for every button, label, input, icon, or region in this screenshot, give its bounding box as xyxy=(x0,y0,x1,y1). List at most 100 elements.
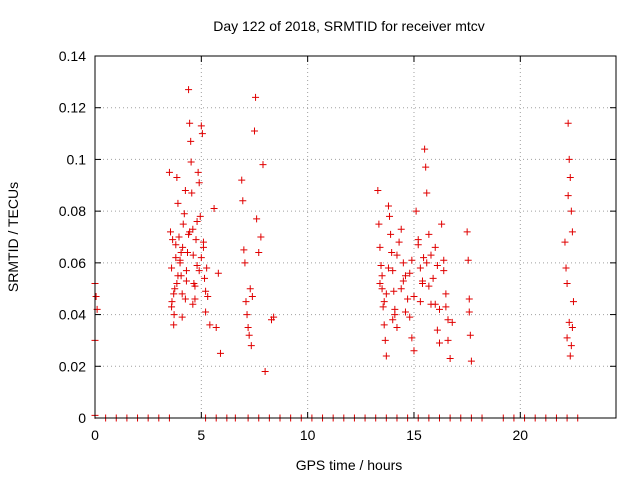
data-point xyxy=(253,215,261,223)
tick-labels: 0 0.02 0.04 0.06 0.08 0.1 0.12 0.14 0 5 10 15 20 xyxy=(59,48,529,443)
data-point xyxy=(195,179,203,187)
data-point xyxy=(395,238,403,246)
data-point xyxy=(431,243,439,251)
data-point xyxy=(423,189,431,197)
data-point xyxy=(250,127,258,135)
data-point xyxy=(192,236,200,244)
data-point xyxy=(442,290,450,298)
data-point xyxy=(389,316,397,324)
data-point xyxy=(564,119,572,127)
data-point xyxy=(186,119,194,127)
x-tick-label: 0 xyxy=(91,427,99,443)
data-point xyxy=(204,292,212,300)
data-point xyxy=(438,220,446,228)
data-point xyxy=(466,331,474,339)
data-point xyxy=(427,300,435,308)
data-point xyxy=(216,349,224,357)
data-point xyxy=(386,212,394,220)
data-point xyxy=(199,238,207,246)
data-point xyxy=(465,308,473,316)
data-point xyxy=(197,254,205,262)
data-point xyxy=(180,210,188,218)
y-tick-label: 0 xyxy=(78,410,86,426)
data-point xyxy=(380,298,388,306)
data-point xyxy=(193,217,201,225)
data-point xyxy=(165,168,173,176)
data-point xyxy=(448,318,456,326)
data-point xyxy=(198,130,206,138)
data-point xyxy=(391,311,399,319)
data-point xyxy=(425,230,433,238)
data-point xyxy=(203,264,211,272)
data-point xyxy=(427,251,435,259)
data-point xyxy=(377,261,385,269)
data-point xyxy=(177,249,185,257)
data-point xyxy=(382,352,390,360)
data-point xyxy=(389,267,397,275)
y-tick-label: 0.12 xyxy=(59,100,86,116)
data-point xyxy=(202,287,210,295)
y-axis-label: SRMTID / TECUs xyxy=(5,182,21,292)
data-point xyxy=(433,261,441,269)
data-point xyxy=(182,267,190,275)
data-point xyxy=(174,199,182,207)
data-point xyxy=(212,324,220,331)
data-point xyxy=(239,197,247,205)
data-point xyxy=(170,321,178,329)
data-point xyxy=(397,285,405,293)
data-point xyxy=(241,259,249,267)
chart-title: Day 122 of 2018, SRMTID for receiver mtc… xyxy=(213,18,485,34)
data-point xyxy=(379,303,387,311)
data-point xyxy=(92,292,100,300)
data-point xyxy=(568,324,576,331)
x-axis-label: GPS time / hours xyxy=(296,457,403,473)
data-point xyxy=(401,272,409,280)
data-point xyxy=(178,290,186,298)
data-point xyxy=(568,228,576,236)
data-point xyxy=(206,321,214,329)
data-point xyxy=(196,212,204,220)
data-point xyxy=(189,251,197,259)
data-point xyxy=(175,233,183,241)
data-point xyxy=(245,331,253,339)
data-point xyxy=(390,287,398,295)
data-point xyxy=(565,318,573,326)
data-point xyxy=(195,267,203,275)
data-point xyxy=(171,285,179,293)
data-point xyxy=(410,292,418,300)
data-point xyxy=(444,316,452,324)
data-point xyxy=(565,155,573,163)
data-point xyxy=(182,277,190,285)
data-point xyxy=(168,303,176,311)
data-point xyxy=(172,254,180,262)
data-point xyxy=(202,308,210,316)
data-point xyxy=(193,261,201,269)
data-point xyxy=(465,295,473,303)
data-point xyxy=(174,272,182,280)
data-point xyxy=(189,300,197,308)
data-point xyxy=(382,290,390,298)
data-point xyxy=(243,311,251,319)
data-point xyxy=(376,280,384,288)
data-point xyxy=(374,186,382,194)
data-point xyxy=(567,342,575,350)
data-point xyxy=(187,137,195,145)
data-point xyxy=(261,367,269,375)
data-point xyxy=(420,254,428,262)
data-point xyxy=(181,186,189,194)
x-tick-label: 10 xyxy=(300,427,316,443)
data-point xyxy=(446,355,454,363)
data-point xyxy=(401,308,409,316)
data-point xyxy=(421,145,429,153)
data-point xyxy=(380,321,388,329)
data-point xyxy=(566,174,574,182)
grid xyxy=(95,56,616,418)
data-point xyxy=(179,220,187,228)
data-point xyxy=(238,176,246,184)
data-point xyxy=(561,238,569,246)
data-point xyxy=(435,339,443,347)
data-point xyxy=(187,158,195,166)
data-point xyxy=(252,93,260,101)
